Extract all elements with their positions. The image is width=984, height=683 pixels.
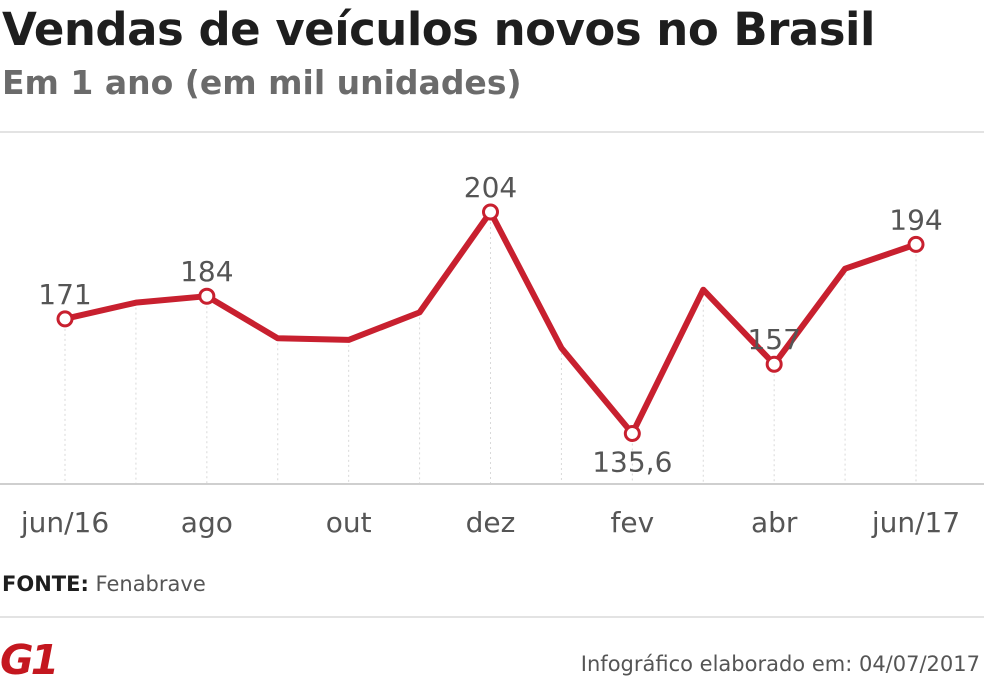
grid-lines xyxy=(64,212,917,484)
source-text: Fenabrave xyxy=(95,572,206,596)
data-label: 135,6 xyxy=(592,445,672,478)
data-label: 157 xyxy=(747,323,800,356)
x-tick-label: jun/17 xyxy=(871,506,960,539)
data-point-marker xyxy=(765,355,783,373)
data-label: 194 xyxy=(889,203,942,236)
x-tick-label: fev xyxy=(611,506,655,539)
data-label: 171 xyxy=(38,278,91,311)
x-tick-label: jun/16 xyxy=(20,506,109,539)
chart-title: Vendas de veículos novos no Brasil xyxy=(2,3,875,56)
data-point-marker xyxy=(482,203,499,221)
x-tick-label: out xyxy=(326,506,372,539)
source-note: FONTE: Fenabrave xyxy=(2,572,206,596)
source-label: FONTE: xyxy=(2,572,89,596)
x-tick-label: ago xyxy=(181,506,233,539)
top-divider xyxy=(0,131,984,133)
data-point-marker xyxy=(907,235,925,253)
data-point-marker xyxy=(623,424,641,442)
chart-subtitle: Em 1 ano (em mil unidades) xyxy=(2,63,522,102)
data-point-marker xyxy=(198,287,216,305)
credit-text: Infográfico elaborado em: 04/07/2017 xyxy=(580,652,980,676)
data-point-markers xyxy=(56,203,925,442)
x-tick-label: dez xyxy=(466,506,516,539)
bottom-divider xyxy=(0,616,984,618)
g1-logo-text: G1 xyxy=(0,637,56,681)
data-labels: 171 184 204 135,6 157 194 xyxy=(38,171,942,478)
x-tick-label: abr xyxy=(751,506,798,539)
data-point-marker xyxy=(56,310,74,328)
data-label: 204 xyxy=(464,171,517,204)
x-tick-labels: jun/16 ago out dez fev abr jun/17 xyxy=(20,506,960,539)
g1-logo: G1 xyxy=(0,637,59,681)
data-label: 184 xyxy=(180,255,233,288)
line-chart: 171 184 204 135,6 157 194 jun/16 ago out dez fev a… xyxy=(0,171,984,539)
